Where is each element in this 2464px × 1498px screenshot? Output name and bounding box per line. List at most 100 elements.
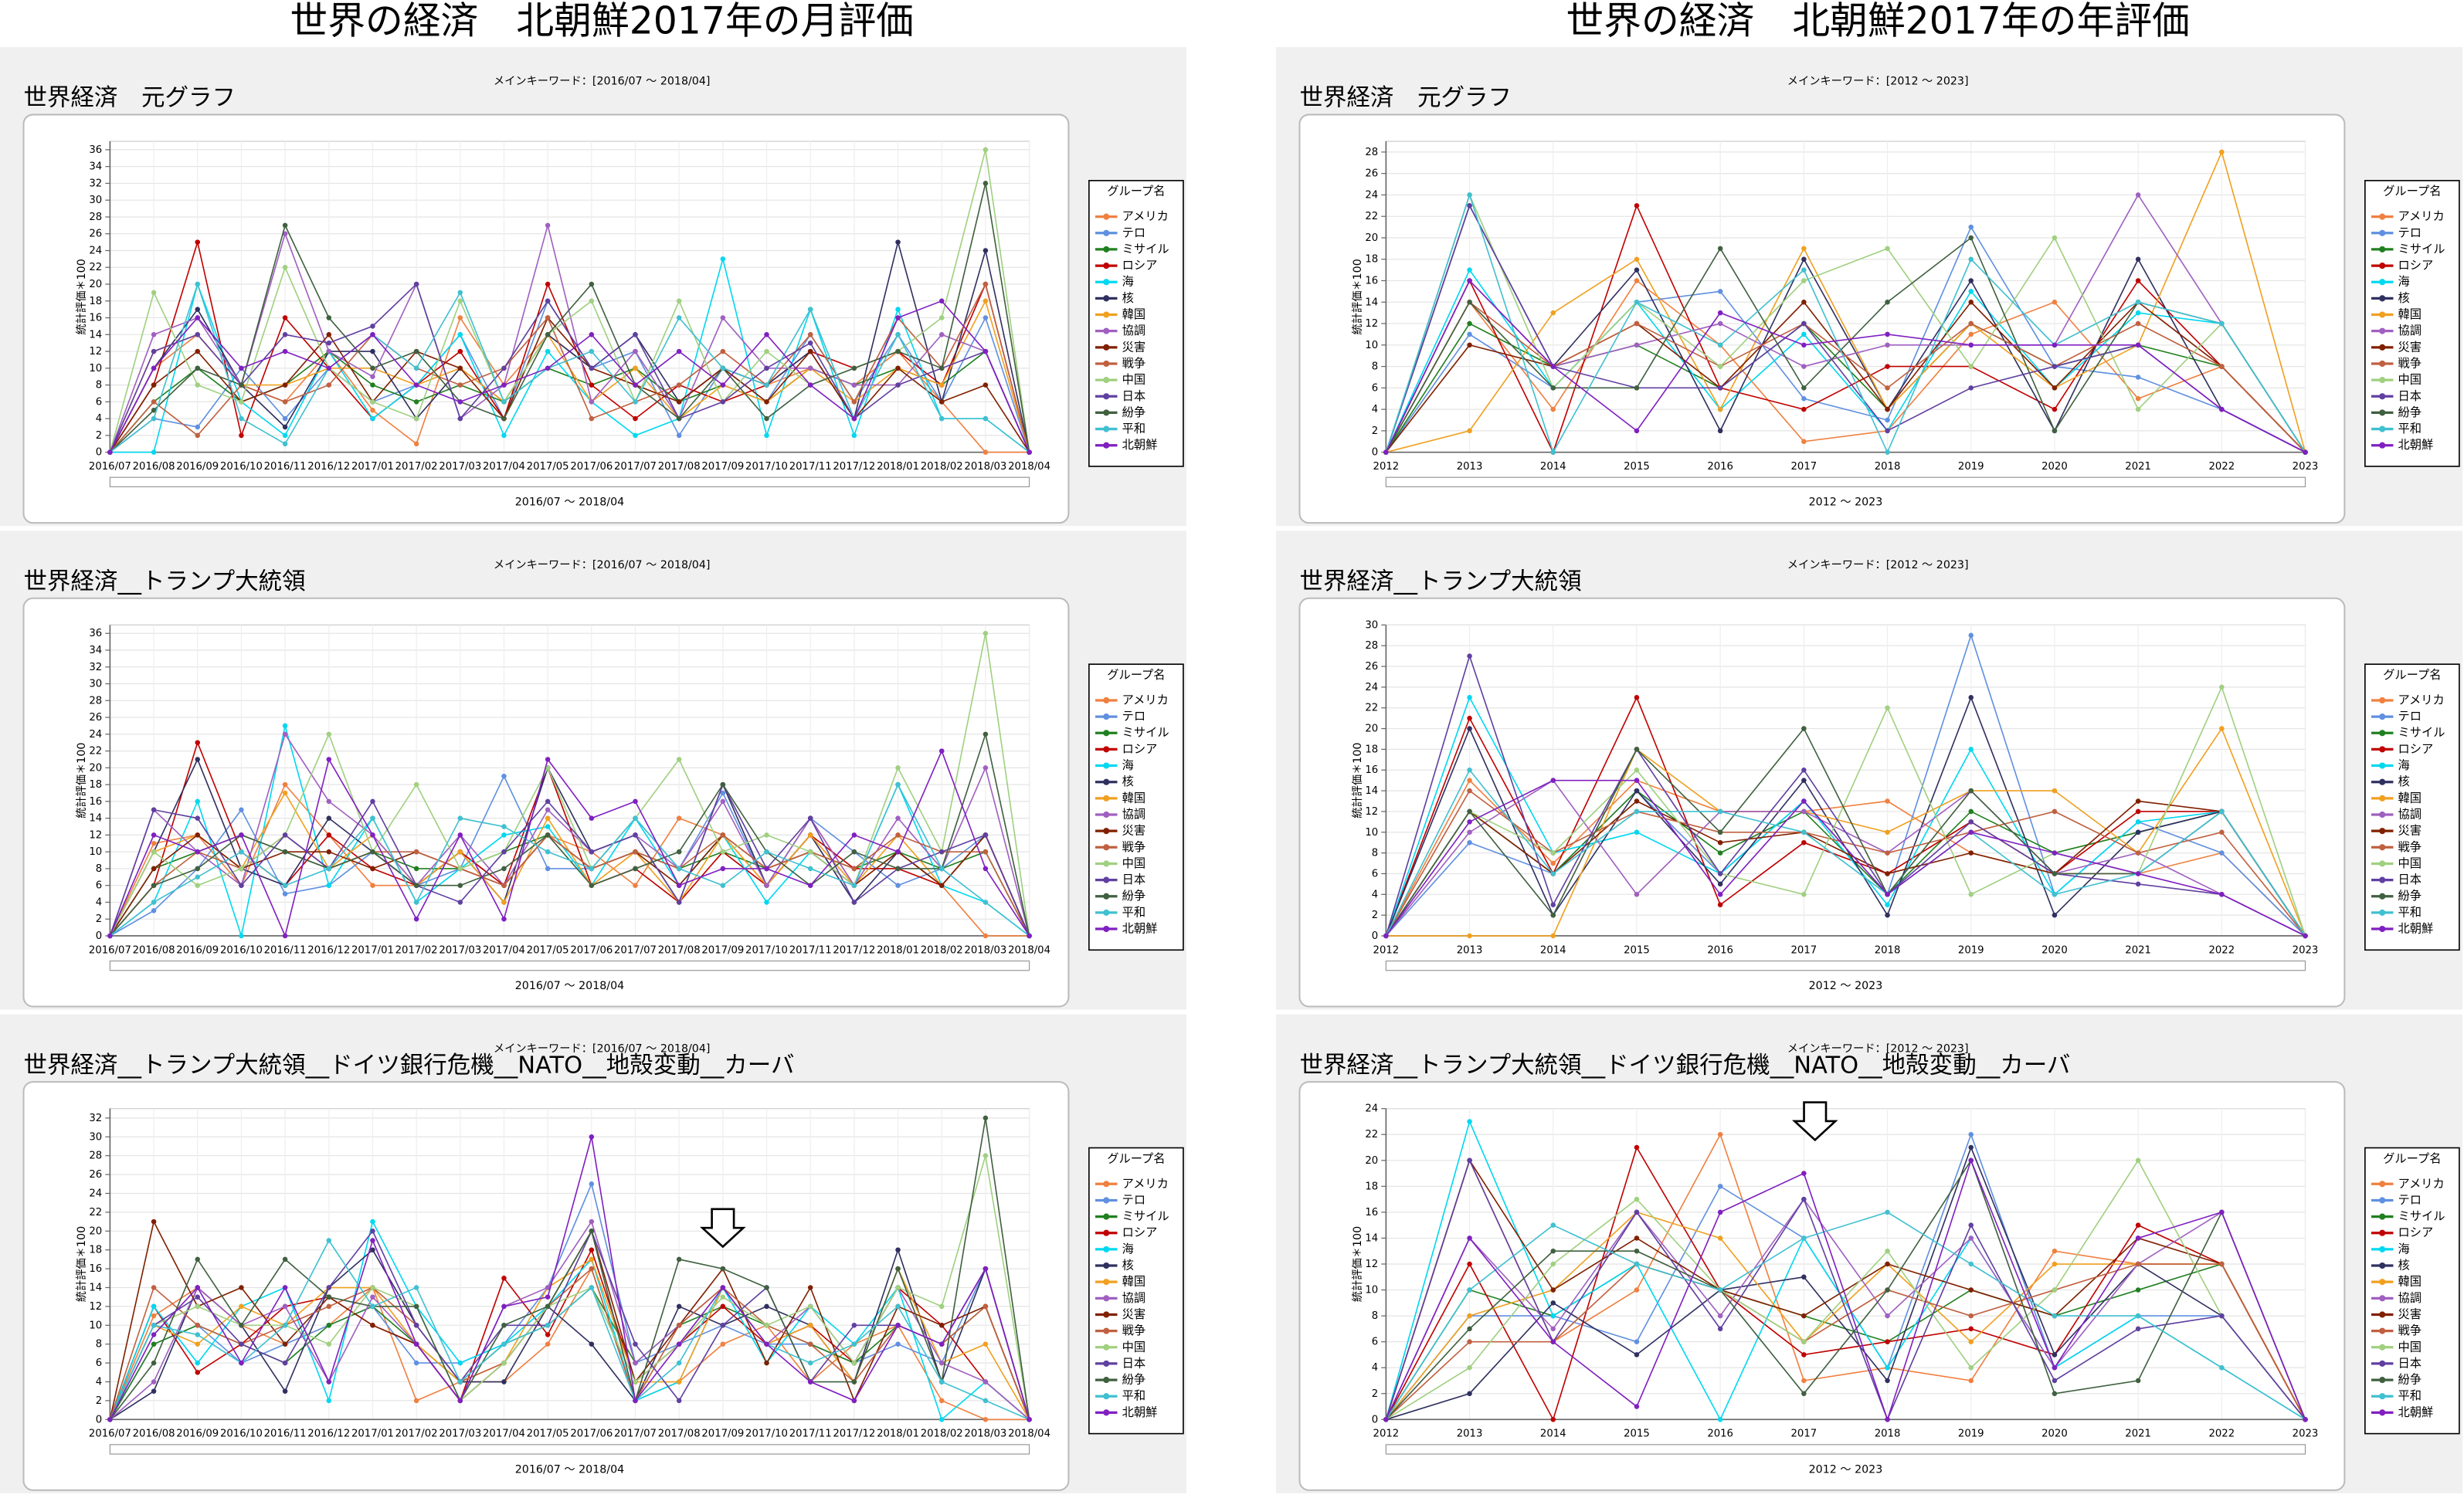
data-point: [1467, 933, 1472, 939]
data-point: [326, 1379, 332, 1384]
data-point: [2052, 300, 2058, 305]
data-point: [195, 1323, 201, 1328]
data-point: [2219, 320, 2225, 327]
legend-marker: [2379, 925, 2386, 933]
y-axis-label: 統計評価＊100: [75, 259, 88, 334]
data-point: [2135, 1326, 2141, 1332]
x-tick-label: 2017/07: [614, 944, 657, 956]
data-point: [1550, 1222, 1556, 1228]
data-point: [1968, 819, 1974, 825]
x-tick-label: 2016/11: [264, 944, 307, 956]
x-tick-label: 2017/06: [570, 461, 613, 473]
data-point: [1885, 300, 1890, 305]
series-line: [1385, 1198, 2306, 1420]
x-tick-label: 2017/10: [745, 1429, 788, 1440]
series-line: [110, 256, 1030, 453]
legend-label: ミサイル: [1122, 726, 1169, 740]
data-point: [2135, 819, 2141, 825]
data-point: [2052, 1378, 2058, 1384]
data-point: [1968, 278, 1974, 283]
legend-marker: [1103, 746, 1110, 753]
series-line: [109, 1137, 1030, 1420]
legend-label: 日本: [2398, 1356, 2422, 1370]
data-point: [807, 1341, 813, 1347]
x-tick-label: 2016/08: [133, 1429, 175, 1440]
data-point: [195, 815, 201, 821]
data-point: [1634, 278, 1640, 283]
data-point: [764, 1285, 769, 1290]
data-point: [195, 1341, 201, 1347]
data-point: [1968, 364, 1974, 369]
y-axis-label: 統計評価＊100: [1351, 1226, 1364, 1302]
legend-marker: [1103, 844, 1110, 851]
x-tick-label: 2013: [1457, 944, 1483, 956]
data-point: [1383, 449, 1389, 455]
data-point: [1885, 1287, 1890, 1293]
data-point: [501, 1379, 507, 1384]
data-point: [545, 315, 551, 320]
data-point: [1467, 839, 1472, 846]
data-point: [807, 1323, 813, 1328]
data-point: [239, 399, 244, 405]
data-point: [983, 1266, 989, 1272]
data-point: [633, 382, 638, 388]
legend-label: アメリカ: [2398, 209, 2445, 223]
chart-panel: メインキーワード：[2016/07 ～ 2018/04] 世界経済__トランプ大統…: [0, 530, 1187, 1010]
legend-marker: [1103, 811, 1110, 818]
data-point: [983, 1303, 989, 1310]
data-point: [938, 1303, 945, 1310]
x-tick-label: 2018/02: [921, 944, 963, 956]
data-point: [851, 1379, 857, 1384]
x-tick-label: 2017/04: [483, 461, 525, 473]
data-point: [1885, 406, 1890, 412]
data-point: [2219, 892, 2225, 897]
legend-label: 韓国: [2398, 791, 2422, 805]
data-point: [1968, 695, 1974, 700]
data-point: [2135, 1235, 2141, 1241]
data-point: [457, 399, 463, 405]
data-point: [1717, 1313, 1723, 1319]
legend-marker: [1103, 909, 1110, 916]
data-point: [326, 348, 332, 354]
data-point: [1634, 808, 1640, 815]
data-point: [282, 231, 288, 236]
data-point: [1968, 300, 1974, 305]
legend-label: ロシア: [1122, 259, 1158, 273]
data-point: [195, 798, 201, 805]
legend-label: アメリカ: [2398, 693, 2445, 707]
data-point: [282, 441, 288, 447]
series-line: [1385, 1146, 2306, 1422]
data-point: [589, 1181, 595, 1187]
data-point: [151, 382, 157, 388]
data-point: [676, 883, 682, 888]
legend-label: 日本: [1122, 1356, 1146, 1370]
data-point: [895, 883, 901, 888]
data-point: [1467, 1157, 1472, 1164]
legend-marker: [1103, 1377, 1110, 1384]
y-tick-label: 2: [1372, 1388, 1378, 1400]
data-point: [589, 281, 595, 287]
data-point: [282, 1303, 288, 1310]
legend-label: ミサイル: [1122, 242, 1169, 256]
data-point: [1801, 1235, 1807, 1241]
data-point: [589, 348, 595, 354]
data-point: [1968, 289, 1974, 294]
data-point: [764, 332, 769, 337]
scrollbar: [109, 1444, 1030, 1455]
data-point: [370, 415, 375, 422]
data-point: [370, 374, 375, 379]
y-tick-label: 10: [1365, 340, 1378, 351]
scrollbar: [109, 476, 1030, 488]
data-point: [720, 798, 726, 805]
chart-subtitle: メインキーワード：[2012 ～ 2023]: [1787, 76, 1969, 88]
data-point: [720, 256, 726, 262]
data-point: [2219, 406, 2225, 412]
legend-label: ロシア: [2398, 742, 2434, 756]
scrollbar: [109, 960, 1030, 971]
data-point: [239, 933, 244, 939]
data-point: [1885, 1364, 1890, 1371]
data-point: [764, 866, 769, 872]
data-point: [1801, 406, 1807, 412]
data-point: [676, 815, 682, 821]
data-point: [2052, 385, 2058, 391]
